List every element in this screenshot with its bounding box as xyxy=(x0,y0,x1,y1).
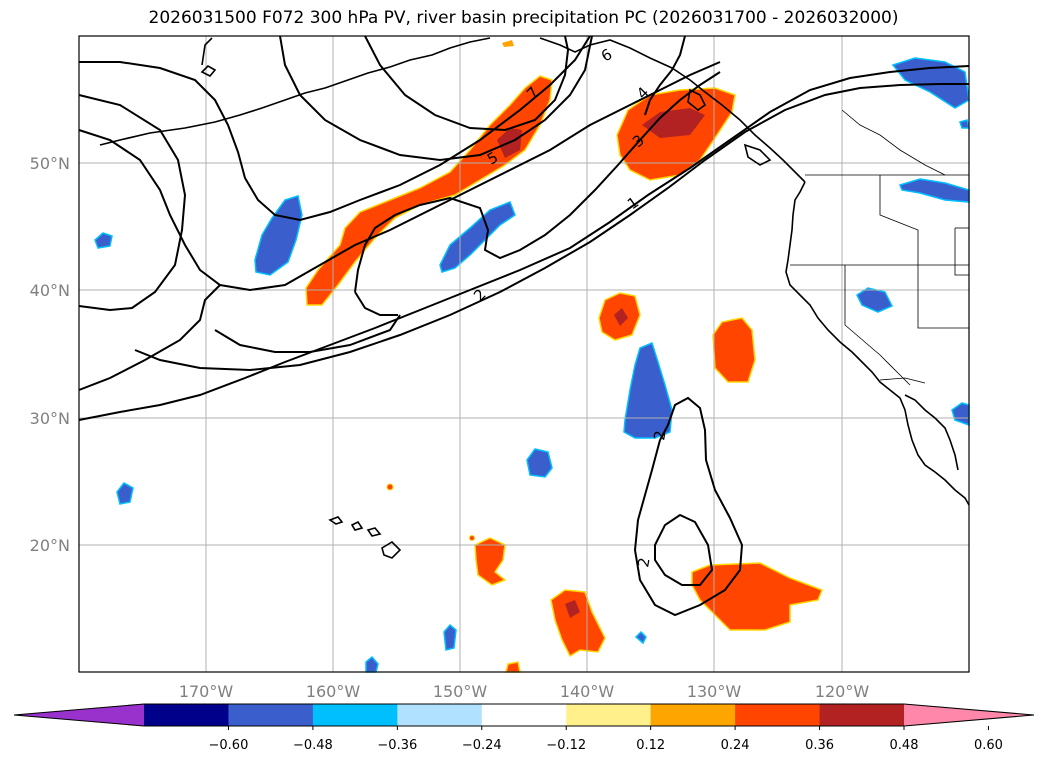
lat-label: 50°N xyxy=(30,154,70,173)
contour-label: 2 xyxy=(634,556,653,569)
lon-label: 130°W xyxy=(687,682,742,701)
map-title: 2026031500 F072 300 hPa PV, river basin … xyxy=(148,8,899,28)
colorbar-tick-label: −0.60 xyxy=(209,738,249,753)
colorbar-segment xyxy=(397,704,483,726)
colorbar-segment xyxy=(566,704,652,726)
colorbar-outline xyxy=(13,703,1035,727)
latitude-labels: 50°N 40°N 30°N 20°N xyxy=(30,154,70,555)
colorbar-tick-label: 0.60 xyxy=(974,738,1003,753)
colorbar-tick-label: −0.36 xyxy=(377,738,417,753)
colorbar-segment xyxy=(735,704,821,726)
colorbar-extend-max xyxy=(904,704,1034,726)
map-frame xyxy=(78,35,970,673)
contour-label: 2 xyxy=(650,429,669,442)
colorbar-segment xyxy=(650,704,736,726)
pv-contours xyxy=(78,35,970,617)
coastlines xyxy=(99,37,970,559)
map-panel: 1 2 3 4 5 6 7 2 2 xyxy=(78,35,970,673)
colorbar-segment xyxy=(228,704,314,726)
colorbar-extend-min xyxy=(14,704,144,726)
colorbar-tick-label: 0.24 xyxy=(721,738,750,753)
colorbar-tick-label: −0.24 xyxy=(462,738,502,753)
colorbar-segment xyxy=(481,704,567,726)
colorbar-segment xyxy=(312,704,398,726)
colorbar-tick-label: 0.12 xyxy=(636,738,665,753)
colorbar-segment xyxy=(144,704,229,726)
longitude-labels: 170°W 160°W 150°W 140°W 130°W 120°W xyxy=(179,682,870,701)
lon-label: 140°W xyxy=(560,682,615,701)
colorbar-tick-label: −0.12 xyxy=(546,738,586,753)
colorbar-tick-label: −0.48 xyxy=(293,738,333,753)
colorbar: −0.60 −0.48 −0.36 −0.24 −0.12 0.12 0.24 0.36 0.4… xyxy=(13,703,1035,753)
lon-label: 150°W xyxy=(433,682,488,701)
colorbar-tick-label: 0.48 xyxy=(890,738,919,753)
lon-label: 160°W xyxy=(306,682,361,701)
gridlines xyxy=(79,36,969,672)
lat-label: 40°N xyxy=(30,281,70,300)
lon-label: 120°W xyxy=(815,682,870,701)
colorbar-tick-label: 0.36 xyxy=(805,738,834,753)
political-borders xyxy=(790,109,969,386)
lat-label: 30°N xyxy=(30,409,70,428)
colorbar-segment xyxy=(819,704,905,726)
lon-label: 170°W xyxy=(179,682,234,701)
lat-label: 20°N xyxy=(30,536,70,555)
